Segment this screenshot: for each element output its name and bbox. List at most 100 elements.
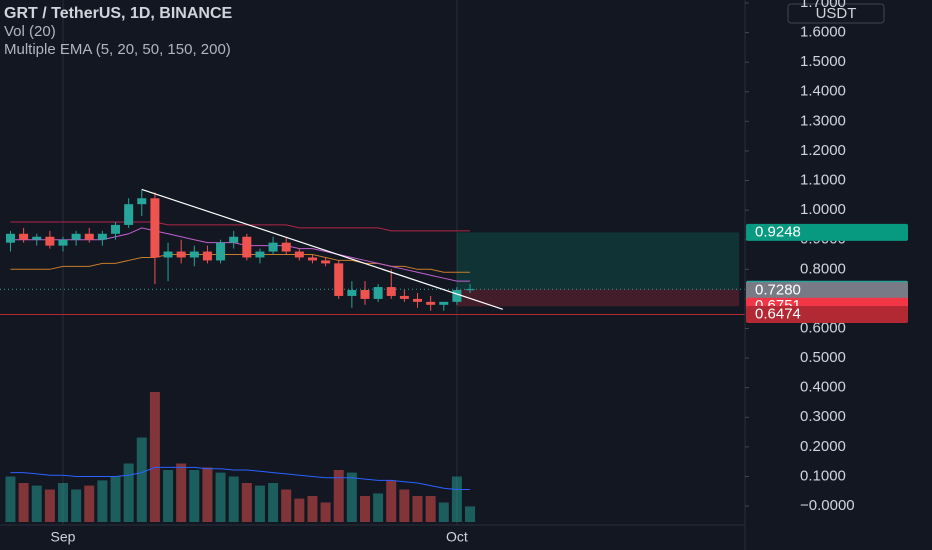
volume-bar bbox=[97, 480, 108, 522]
price-label: 0.7280 bbox=[755, 282, 801, 299]
volume-bar bbox=[281, 489, 292, 522]
y-tick-label: 1.4000 bbox=[800, 83, 846, 100]
candle-body bbox=[137, 198, 147, 205]
volume-bar bbox=[228, 476, 239, 522]
candle-body bbox=[321, 260, 331, 264]
candle-body bbox=[84, 233, 94, 240]
volume-bar bbox=[333, 470, 344, 522]
y-tick-label: 1.7000 bbox=[800, 0, 846, 11]
indicator-label[interactable]: Vol (20) bbox=[4, 23, 56, 40]
volume-bar bbox=[110, 476, 121, 522]
volume-bar bbox=[31, 485, 42, 522]
candle-body bbox=[216, 242, 226, 261]
candle-body bbox=[255, 251, 265, 258]
y-tick-label: 0.2000 bbox=[800, 438, 846, 455]
volume-bar bbox=[254, 485, 265, 522]
candle-body bbox=[294, 251, 304, 258]
candle-body bbox=[386, 287, 396, 296]
candle-body bbox=[163, 251, 173, 258]
volume-bar bbox=[215, 472, 226, 522]
candle-body bbox=[281, 242, 291, 252]
candle-body bbox=[97, 233, 107, 240]
volume-bar bbox=[465, 506, 476, 522]
candle-body bbox=[58, 239, 68, 246]
volume-bar bbox=[18, 483, 29, 522]
candle-body bbox=[124, 204, 134, 225]
candle-body bbox=[189, 251, 199, 258]
price-label-box bbox=[746, 282, 908, 300]
candle-body bbox=[176, 251, 186, 258]
candle-body bbox=[150, 198, 160, 258]
volume-bar bbox=[346, 472, 357, 522]
volume-bar bbox=[307, 496, 318, 522]
candle-body bbox=[202, 251, 212, 261]
volume-bar bbox=[202, 467, 213, 522]
candle-body bbox=[360, 290, 370, 299]
volume-bar bbox=[320, 502, 331, 522]
volume-bar bbox=[386, 480, 397, 522]
candle-body bbox=[229, 236, 239, 243]
y-tick-label: 0.4000 bbox=[800, 379, 846, 396]
y-tick-label: −0.0000 bbox=[800, 497, 855, 514]
candle-body bbox=[5, 233, 15, 243]
y-tick-label: 1.2000 bbox=[800, 142, 846, 159]
volume-bar bbox=[149, 392, 160, 522]
price-label: 0.9248 bbox=[755, 223, 801, 240]
candle-body bbox=[426, 301, 436, 305]
candle-body bbox=[439, 301, 449, 305]
candle-body bbox=[413, 298, 423, 302]
chart-title: GRT / TetherUS, 1D, BINANCE bbox=[4, 5, 233, 22]
y-tick-label: 1.0000 bbox=[800, 201, 846, 218]
y-tick-label: 0.6000 bbox=[800, 319, 846, 336]
y-tick-label: 0.5000 bbox=[800, 349, 846, 366]
candle-body bbox=[347, 290, 357, 296]
y-tick-label: 0.1000 bbox=[800, 467, 846, 484]
volume-bar bbox=[71, 489, 82, 522]
price-label: 0.6474 bbox=[755, 305, 801, 322]
volume-bar bbox=[84, 485, 95, 522]
volume-bar bbox=[5, 476, 16, 522]
volume-bar bbox=[373, 493, 384, 522]
volume-bar bbox=[241, 483, 252, 522]
candle-body bbox=[334, 263, 344, 296]
price-label-box bbox=[746, 305, 908, 323]
trendline bbox=[141, 188, 504, 310]
indicator-label[interactable]: Multiple EMA (5, 20, 50, 150, 200) bbox=[4, 41, 231, 58]
volume-bar bbox=[294, 498, 305, 522]
y-tick-label: 0.3000 bbox=[800, 408, 846, 425]
candle-body bbox=[242, 236, 252, 258]
price-label-box bbox=[746, 223, 908, 241]
ema-line bbox=[10, 227, 471, 282]
volume-bar bbox=[136, 437, 147, 522]
candle-body bbox=[111, 224, 121, 234]
volume-bar bbox=[268, 483, 279, 522]
y-tick-label: 1.6000 bbox=[800, 24, 846, 41]
volume-bar bbox=[58, 483, 68, 522]
plot-area bbox=[0, 0, 745, 525]
volume-bar bbox=[451, 476, 462, 522]
volume-bar bbox=[412, 496, 423, 522]
volume-bar bbox=[163, 470, 174, 522]
x-tick-label: Oct bbox=[446, 529, 468, 545]
volume-bar bbox=[438, 502, 449, 522]
candle-body bbox=[32, 236, 42, 240]
y-tick-label: 0.8000 bbox=[800, 260, 846, 277]
volume-bar bbox=[44, 489, 55, 522]
candle-body bbox=[452, 290, 462, 302]
ema-line bbox=[10, 221, 471, 232]
candle-body bbox=[19, 233, 29, 240]
candle-body bbox=[465, 289, 475, 291]
candle-body bbox=[71, 233, 81, 240]
volume-bar bbox=[359, 496, 370, 522]
target-zone bbox=[456, 232, 740, 290]
volume-bar bbox=[399, 489, 410, 522]
candle-body bbox=[399, 295, 409, 299]
currency[interactable]: USDT bbox=[816, 5, 857, 22]
currency-box[interactable] bbox=[787, 3, 885, 24]
stop-zone bbox=[456, 289, 740, 307]
candle-body bbox=[373, 287, 383, 299]
candle-body bbox=[268, 242, 278, 252]
volume-bar bbox=[189, 470, 200, 522]
candle-body bbox=[307, 257, 317, 261]
